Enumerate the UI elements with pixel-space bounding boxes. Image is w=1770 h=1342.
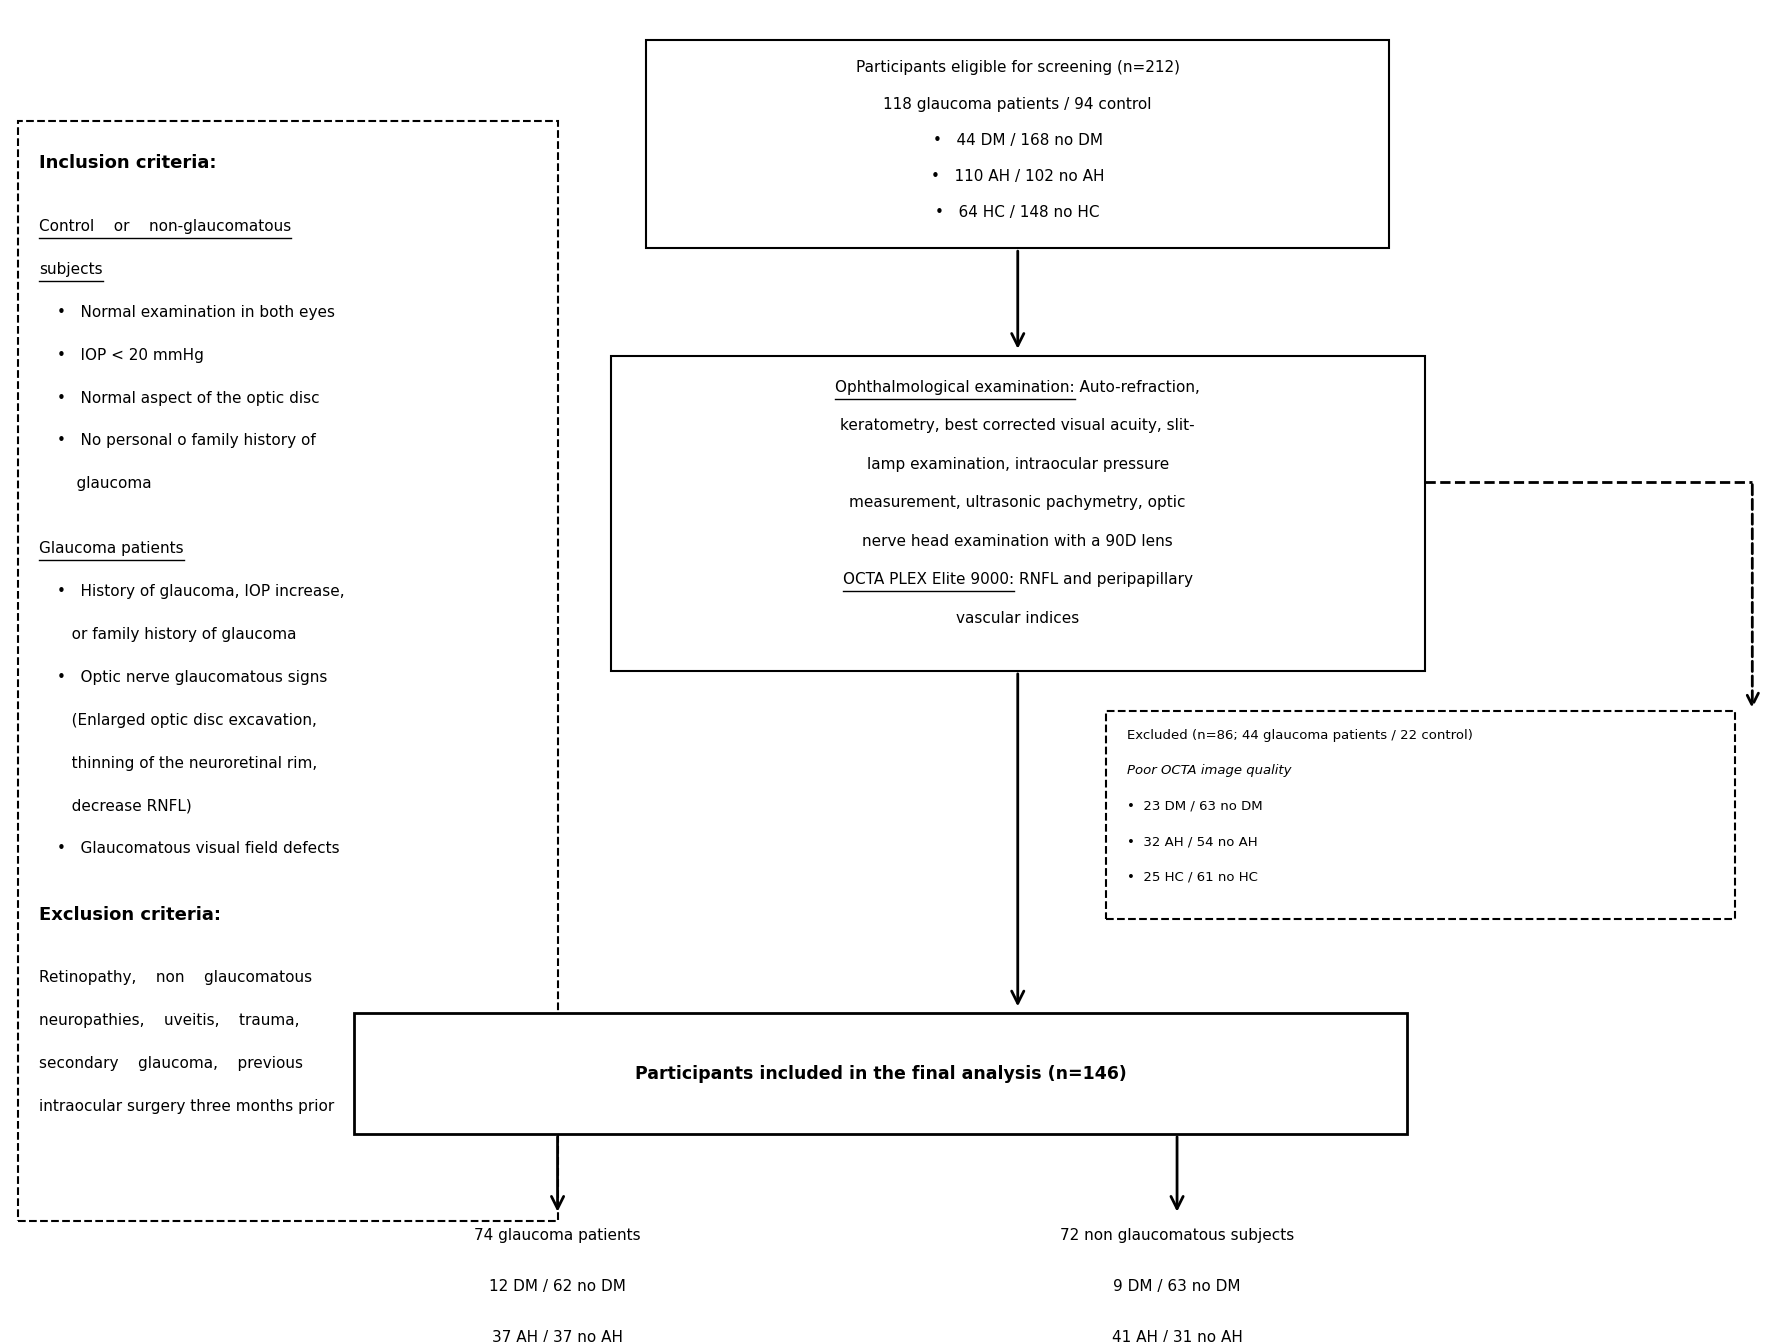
Text: Inclusion criteria:: Inclusion criteria:: [39, 154, 216, 172]
Text: 118 glaucoma patients / 94 control: 118 glaucoma patients / 94 control: [883, 97, 1152, 111]
Text: Ophthalmological examination: Auto-refraction,: Ophthalmological examination: Auto-refra…: [835, 380, 1200, 395]
Text: Participants included in the final analysis (n=146): Participants included in the final analy…: [635, 1064, 1126, 1083]
Text: thinning of the neuroretinal rim,: thinning of the neuroretinal rim,: [57, 756, 317, 770]
Text: •   IOP < 20 mmHg: • IOP < 20 mmHg: [57, 348, 204, 362]
Bar: [611, 356, 1425, 671]
Text: Glaucoma patients: Glaucoma patients: [39, 541, 184, 556]
Text: glaucoma: glaucoma: [57, 476, 150, 491]
Text: (Enlarged optic disc excavation,: (Enlarged optic disc excavation,: [57, 713, 317, 727]
Text: 9 DM / 63 no DM: 9 DM / 63 no DM: [1113, 1279, 1241, 1294]
Text: •   No personal o family history of: • No personal o family history of: [57, 433, 315, 448]
Text: measurement, ultrasonic pachymetry, optic: measurement, ultrasonic pachymetry, opti…: [850, 495, 1186, 510]
Text: or family history of glaucoma: or family history of glaucoma: [57, 627, 296, 641]
Text: •  25 HC / 61 no HC: • 25 HC / 61 no HC: [1127, 871, 1258, 883]
Text: •   64 HC / 148 no HC: • 64 HC / 148 no HC: [936, 205, 1099, 220]
Text: Ophthalmological examination:: Ophthalmological examination:: [897, 380, 1138, 395]
Text: decrease RNFL): decrease RNFL): [57, 798, 191, 813]
Text: •  23 DM / 63 no DM: • 23 DM / 63 no DM: [1127, 800, 1264, 813]
Text: subjects: subjects: [39, 262, 103, 276]
Text: 72 non glaucomatous subjects: 72 non glaucomatous subjects: [1060, 1228, 1294, 1243]
Text: Excluded (n=86; 44 glaucoma patients / 22 control): Excluded (n=86; 44 glaucoma patients / 2…: [1127, 729, 1473, 742]
Text: Retinopathy,    non    glaucomatous: Retinopathy, non glaucomatous: [39, 970, 312, 985]
Text: nerve head examination with a 90D lens: nerve head examination with a 90D lens: [862, 534, 1174, 549]
Bar: [354, 1013, 1407, 1134]
Text: neuropathies,    uveitis,    trauma,: neuropathies, uveitis, trauma,: [39, 1013, 299, 1028]
Text: •   44 DM / 168 no DM: • 44 DM / 168 no DM: [933, 133, 1103, 148]
Text: •   Normal aspect of the optic disc: • Normal aspect of the optic disc: [57, 391, 319, 405]
Text: lamp examination, intraocular pressure: lamp examination, intraocular pressure: [867, 456, 1168, 472]
Text: 37 AH / 37 no AH: 37 AH / 37 no AH: [492, 1330, 623, 1342]
Text: keratometry, best corrected visual acuity, slit-: keratometry, best corrected visual acuit…: [841, 419, 1195, 433]
Text: 41 AH / 31 no AH: 41 AH / 31 no AH: [1112, 1330, 1243, 1342]
Text: secondary    glaucoma,    previous: secondary glaucoma, previous: [39, 1056, 303, 1071]
Text: •   Normal examination in both eyes: • Normal examination in both eyes: [57, 305, 335, 319]
Text: •   110 AH / 102 no AH: • 110 AH / 102 no AH: [931, 169, 1104, 184]
Text: Poor OCTA image quality: Poor OCTA image quality: [1127, 764, 1292, 777]
Bar: [646, 40, 1389, 248]
Text: vascular indices: vascular indices: [956, 611, 1080, 625]
Text: intraocular surgery three months prior: intraocular surgery three months prior: [39, 1099, 335, 1114]
Text: Exclusion criteria:: Exclusion criteria:: [39, 906, 221, 923]
Text: •  32 AH / 54 no AH: • 32 AH / 54 no AH: [1127, 835, 1258, 848]
Text: 74 glaucoma patients: 74 glaucoma patients: [474, 1228, 641, 1243]
Text: Control    or    non-glaucomatous: Control or non-glaucomatous: [39, 219, 292, 234]
Text: OCTA PLEX Elite 9000:: OCTA PLEX Elite 9000:: [933, 572, 1103, 588]
Text: •   Optic nerve glaucomatous signs: • Optic nerve glaucomatous signs: [57, 670, 327, 684]
Text: Participants eligible for screening (n=212): Participants eligible for screening (n=2…: [855, 60, 1181, 75]
Bar: [18, 121, 558, 1221]
Bar: [1106, 711, 1735, 919]
Text: 12 DM / 62 no DM: 12 DM / 62 no DM: [489, 1279, 627, 1294]
Text: •   Glaucomatous visual field defects: • Glaucomatous visual field defects: [57, 841, 340, 856]
Text: OCTA PLEX Elite 9000: RNFL and peripapillary: OCTA PLEX Elite 9000: RNFL and peripapil…: [843, 572, 1193, 588]
Text: •   History of glaucoma, IOP increase,: • History of glaucoma, IOP increase,: [57, 584, 343, 599]
